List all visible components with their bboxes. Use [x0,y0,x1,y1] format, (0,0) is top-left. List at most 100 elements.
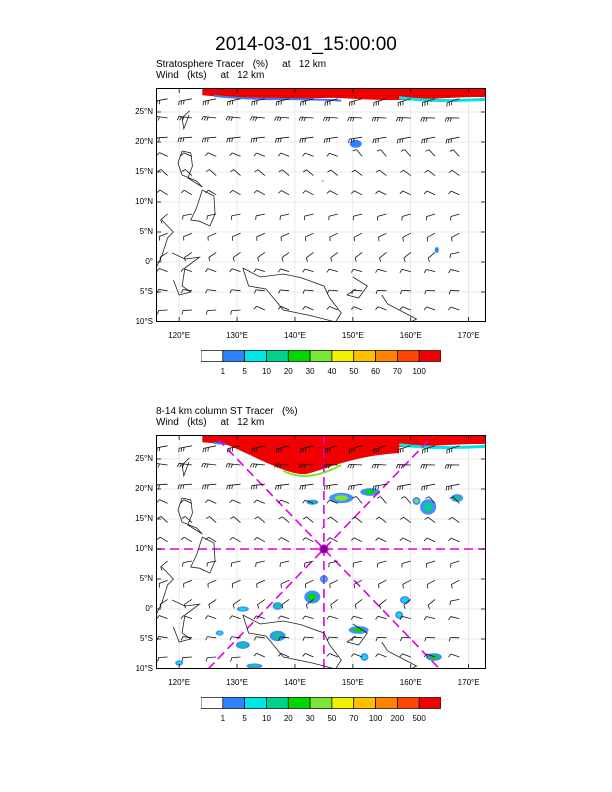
wind-barb [348,483,363,491]
wind-barb-flag [448,306,452,311]
wind-barb [205,516,217,523]
wind-barb [302,615,314,620]
wind-barb-flag [399,637,403,642]
wind-barb-shaft [428,149,436,157]
wind-barb-shaft [256,652,266,658]
wind-barb-flag [399,269,403,273]
wind-barb-flag [252,463,255,468]
wind-barb [159,252,168,262]
wind-barb-flag [376,149,381,152]
wind-barb-flag [157,463,161,468]
wind-barb-shaft [453,496,460,504]
tracer-edge-contour [398,443,486,450]
wind-barb-flag [205,657,208,662]
wind-barb-flag [252,116,255,121]
panel2-title-line2: Wind (kts) at 12 km [156,417,265,428]
wind-barb-flag [403,604,406,609]
wind-barb-flag [301,117,304,122]
wind-barb-shaft [450,306,460,311]
wind-barb-shaft [403,516,411,523]
wind-barb-flag [250,138,253,143]
wind-barb [448,269,460,274]
wind-barb-shaft [159,536,168,543]
wind-barb-flag [449,496,454,499]
wind-barb-shaft [377,289,387,292]
wind-barb [351,169,363,176]
wind-barb-shaft [404,149,412,157]
wind-barb [375,615,387,620]
wind-barb [350,190,363,196]
wind-barb-flag [328,485,331,490]
wind-barb [229,152,241,157]
lat-tick-label: 15°N [135,514,153,523]
wind-barb [229,268,241,273]
wind-barb-flag [156,289,160,294]
wind-barb [396,117,411,122]
wind-barb-shaft [402,579,411,585]
wind-barb [348,445,363,454]
colorbar-swatch [353,697,376,709]
wind-barb-flag [352,117,355,122]
coastline [177,150,203,188]
panel1-title-line2: Wind (kts) at 12 km [156,70,265,81]
lat-tick-label: 10°N [135,544,153,553]
colorbar-label: 200 [390,714,405,723]
lat-tick-label: 10°S [135,664,153,673]
wind-barb-shaft [450,653,460,658]
wind-barb-flag [426,485,428,490]
wind-barb [231,579,241,588]
wind-barb-flag [371,464,374,469]
wind-barb [348,136,363,144]
wind-barb-shaft [403,599,411,606]
wind-barb-shaft [280,652,290,658]
wind-barb-shaft [426,190,436,196]
colorbar-swatch [397,350,420,362]
wind-barb-shaft [378,579,387,585]
wind-barb-flag [304,485,306,490]
wind-barb-flag [427,605,430,610]
wind-barb-shaft [353,615,363,619]
tracer-edge-contour [398,96,486,103]
wind-barb-flag [398,464,401,469]
wind-barb-flag [206,484,209,489]
wind-barb [375,268,387,273]
wind-barb-shaft [450,213,460,218]
wind-barb [156,115,168,121]
wind-barb-flag [425,496,430,499]
wind-barb-flag [372,139,374,144]
wind-barb-flag [229,636,232,641]
wind-barb [183,579,193,588]
wind-barb [448,616,460,621]
wind-barb [157,516,168,523]
wind-barb-flag [204,268,209,273]
wind-barb [449,599,460,606]
wind-barb-flag [375,537,379,541]
wind-barb [425,496,436,504]
coastline [172,599,201,643]
tracer-patch-core [364,489,376,495]
wind-barb [156,98,168,105]
wind-barb-flag [226,138,228,143]
wind-barb-shaft [451,190,460,196]
wind-barb-flag [449,117,452,122]
wind-barb-flag [402,237,404,242]
wind-barb [423,616,436,621]
wind-barb-flag [255,137,258,143]
wind-barb [182,560,192,567]
wind-barb [299,483,314,490]
wind-barb-shaft [304,560,314,564]
wind-barb-flag [328,138,331,143]
wind-barb-flag [375,485,377,490]
wind-barb-flag [250,485,253,490]
wind-barb-flag [450,138,452,143]
wind-barb [256,579,266,588]
wind-barb [255,213,265,220]
wind-barb-flag [400,496,405,499]
coastline [181,110,190,131]
wind-barb-flag [253,268,257,273]
wind-barb-flag [180,289,184,294]
main-title: 2014-03-01_15:00:00 [215,34,397,55]
wind-barb-shaft [300,483,314,487]
wind-barb [177,136,192,143]
wind-barb-shaft [356,496,363,504]
